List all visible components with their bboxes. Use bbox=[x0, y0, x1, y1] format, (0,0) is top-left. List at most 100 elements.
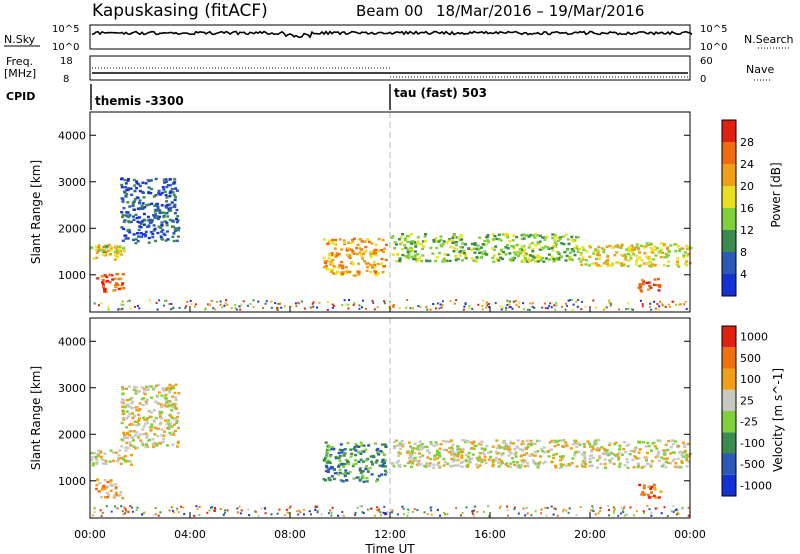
power-echo-cell bbox=[395, 260, 398, 263]
velocity-echo-cell bbox=[386, 511, 389, 513]
power-ytick-label: 4000 bbox=[58, 129, 86, 142]
power-echo-cell bbox=[401, 233, 404, 236]
velocity-echo-cell bbox=[420, 447, 424, 451]
power-colorbar-tick: 24 bbox=[740, 158, 754, 171]
velocity-echo-cell bbox=[670, 510, 673, 513]
power-echo-cell bbox=[595, 257, 598, 261]
power-ytick-label: 2000 bbox=[58, 222, 86, 235]
velocity-echo-cell bbox=[157, 391, 161, 394]
velocity-echo-cell bbox=[488, 515, 490, 517]
velocity-echo-cell bbox=[560, 465, 564, 468]
velocity-echo-cell bbox=[432, 444, 436, 448]
velocity-echo-cell bbox=[420, 442, 424, 446]
velocity-echo-cell bbox=[463, 439, 467, 442]
velocity-echo-cell bbox=[329, 454, 333, 457]
velocity-echo-cell bbox=[656, 453, 660, 456]
velocity-echo-cell bbox=[407, 511, 410, 514]
power-echo-cell bbox=[334, 255, 338, 258]
power-echo-cell bbox=[170, 201, 174, 204]
power-echo-cell bbox=[514, 299, 517, 302]
velocity-echo-cell bbox=[373, 442, 377, 445]
velocity-echo-cell bbox=[612, 506, 615, 509]
power-echo-cell bbox=[508, 240, 512, 243]
velocity-echo-cell bbox=[147, 385, 151, 388]
velocity-echo-cell bbox=[579, 506, 582, 508]
power-echo-cell bbox=[171, 219, 175, 222]
velocity-echo-cell bbox=[135, 424, 139, 427]
power-echo-cell bbox=[111, 278, 115, 281]
velocity-echo-cell bbox=[177, 392, 181, 395]
power-echo-cell bbox=[406, 234, 409, 238]
velocity-echo-cell bbox=[479, 458, 483, 461]
power-echo-cell bbox=[662, 244, 666, 247]
velocity-echo-cell bbox=[361, 476, 365, 479]
power-echo-cell bbox=[544, 307, 547, 310]
power-echo-cell bbox=[333, 254, 337, 257]
nave-tick-top: 60 bbox=[700, 56, 713, 67]
velocity-ylabel: Slant Range [km] bbox=[29, 366, 43, 470]
power-echo-cell bbox=[541, 306, 544, 309]
power-echo-cell bbox=[562, 242, 566, 246]
velocity-echo-cell bbox=[145, 436, 149, 439]
power-echo-cell bbox=[120, 283, 124, 287]
power-echo-cell bbox=[363, 240, 367, 243]
power-echo-cell bbox=[385, 243, 388, 247]
velocity-echo-cell bbox=[206, 511, 209, 514]
power-echo-cell bbox=[345, 269, 349, 273]
power-echo-cell bbox=[116, 256, 120, 259]
velocity-echo-cell bbox=[377, 510, 380, 513]
velocity-echo-cell bbox=[561, 463, 565, 466]
power-echo-cell bbox=[649, 247, 653, 250]
power-colorbar-tick: 20 bbox=[740, 180, 754, 193]
velocity-echo-cell bbox=[626, 460, 630, 464]
power-echo-cell bbox=[164, 239, 168, 242]
velocity-echo-cell bbox=[165, 401, 168, 404]
power-echo-cell bbox=[658, 284, 662, 287]
velocity-echo-cell bbox=[149, 428, 153, 432]
power-echo-cell bbox=[120, 211, 124, 214]
velocity-echo-cell bbox=[397, 513, 399, 516]
velocity-echo-cell bbox=[412, 447, 416, 450]
velocity-echo-cell bbox=[411, 462, 415, 465]
velocity-echo-cell bbox=[213, 509, 216, 512]
velocity-echo-cell bbox=[116, 460, 119, 463]
velocity-echo-cell bbox=[406, 461, 410, 465]
velocity-echo-cell bbox=[526, 462, 529, 465]
power-echo-cell bbox=[123, 178, 127, 182]
power-echo-cell bbox=[348, 270, 352, 274]
velocity-echo-cell bbox=[535, 463, 539, 466]
velocity-echo-cell bbox=[130, 463, 133, 466]
velocity-echo-cell bbox=[433, 455, 436, 458]
power-echo-cell bbox=[398, 259, 401, 263]
power-echo-cell bbox=[653, 263, 657, 267]
power-echo-cell bbox=[567, 299, 570, 302]
velocity-echo-cell bbox=[608, 459, 612, 462]
velocity-echo-cell bbox=[214, 507, 217, 510]
power-echo-cell bbox=[140, 204, 144, 208]
power-echo-cell bbox=[135, 232, 139, 235]
power-echo-cell bbox=[439, 303, 442, 306]
velocity-echo-cell bbox=[476, 511, 479, 513]
power-echo-cell bbox=[565, 254, 569, 258]
velocity-echo-cell bbox=[334, 455, 338, 459]
power-echo-cell bbox=[172, 232, 176, 235]
velocity-echo-cell bbox=[635, 457, 639, 460]
power-echo-cell bbox=[283, 305, 286, 308]
power-echo-cell bbox=[327, 257, 331, 260]
velocity-echo-cell bbox=[443, 511, 446, 514]
power-echo-cell bbox=[329, 260, 333, 263]
power-echo-cell bbox=[657, 289, 661, 292]
power-echo-cell bbox=[335, 254, 339, 257]
power-echo-cell bbox=[333, 304, 336, 307]
power-echo-cell bbox=[609, 302, 612, 305]
power-echo-cell bbox=[638, 251, 641, 254]
velocity-echo-cell bbox=[400, 440, 404, 443]
power-echo-cell bbox=[95, 251, 99, 254]
power-echo-cell bbox=[627, 249, 631, 253]
power-echo-cell bbox=[153, 227, 157, 231]
power-echo-cell bbox=[186, 300, 189, 303]
power-echo-cell bbox=[510, 245, 514, 248]
velocity-echo-cell bbox=[175, 419, 179, 422]
velocity-echo-cell bbox=[674, 462, 678, 465]
power-echo-cell bbox=[542, 260, 546, 263]
